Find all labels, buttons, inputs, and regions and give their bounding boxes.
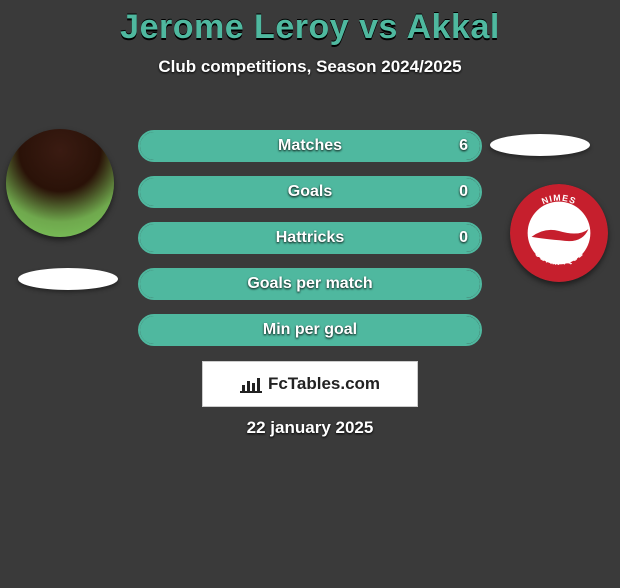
- stat-row: Hattricks 0: [138, 222, 482, 254]
- stat-row: Min per goal: [138, 314, 482, 346]
- comparison-chart: Matches 6 Goals 0 Hattricks 0 Goals per match M…: [138, 130, 482, 360]
- nimes-badge-icon: NIMES OLYMPIQUE: [510, 184, 608, 282]
- stat-row: Goals 0: [138, 176, 482, 208]
- player-left-flag: [18, 268, 118, 290]
- player-right-flag: [490, 134, 590, 156]
- stat-label: Hattricks: [276, 229, 344, 247]
- page-title: Jerome Leroy vs Akkal: [0, 8, 620, 47]
- subtitle: Club competitions, Season 2024/2025: [0, 57, 620, 77]
- player-left-avatar: [6, 129, 114, 237]
- stat-label: Matches: [278, 137, 342, 155]
- stat-label: Min per goal: [263, 321, 357, 339]
- stat-row: Goals per match: [138, 268, 482, 300]
- player-right-club-badge: NIMES OLYMPIQUE: [510, 184, 608, 282]
- stat-row: Matches 6: [138, 130, 482, 162]
- stat-label: Goals: [288, 183, 332, 201]
- bar-chart-icon: [240, 375, 262, 393]
- stat-value-right: 0: [459, 229, 468, 247]
- branding-box: FcTables.com: [202, 361, 418, 407]
- stat-label: Goals per match: [247, 275, 372, 293]
- branding-text: FcTables.com: [268, 374, 380, 394]
- stat-value-right: 0: [459, 183, 468, 201]
- footer-date: 22 january 2025: [0, 418, 620, 438]
- stat-value-right: 6: [459, 137, 468, 155]
